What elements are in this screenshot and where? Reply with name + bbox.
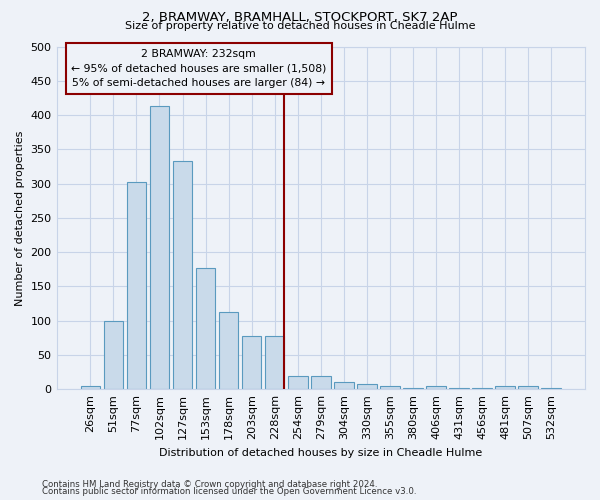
Text: Contains HM Land Registry data © Crown copyright and database right 2024.: Contains HM Land Registry data © Crown c… [42,480,377,489]
Bar [426,386,446,389]
Bar [265,336,284,389]
Bar [380,386,400,389]
Bar [518,386,538,389]
Bar [357,384,377,389]
Text: Contains public sector information licensed under the Open Government Licence v3: Contains public sector information licen… [42,487,416,496]
Bar [242,336,262,389]
Bar [196,268,215,389]
Bar [127,182,146,389]
Bar [496,386,515,389]
Bar [173,161,193,389]
Bar [80,386,100,389]
Bar [334,382,353,389]
Bar [288,376,308,389]
Y-axis label: Number of detached properties: Number of detached properties [15,130,25,306]
Text: 2, BRAMWAY, BRAMHALL, STOCKPORT, SK7 2AP: 2, BRAMWAY, BRAMHALL, STOCKPORT, SK7 2AP [142,11,458,24]
Bar [541,388,561,389]
Bar [403,388,423,389]
Bar [104,320,123,389]
X-axis label: Distribution of detached houses by size in Cheadle Hulme: Distribution of detached houses by size … [159,448,482,458]
Text: Size of property relative to detached houses in Cheadle Hulme: Size of property relative to detached ho… [125,21,475,31]
Bar [311,376,331,389]
Bar [449,388,469,389]
Bar [472,388,492,389]
Bar [149,106,169,389]
Bar [219,312,238,389]
Text: 2 BRAMWAY: 232sqm
← 95% of detached houses are smaller (1,508)
5% of semi-detach: 2 BRAMWAY: 232sqm ← 95% of detached hous… [71,48,326,88]
